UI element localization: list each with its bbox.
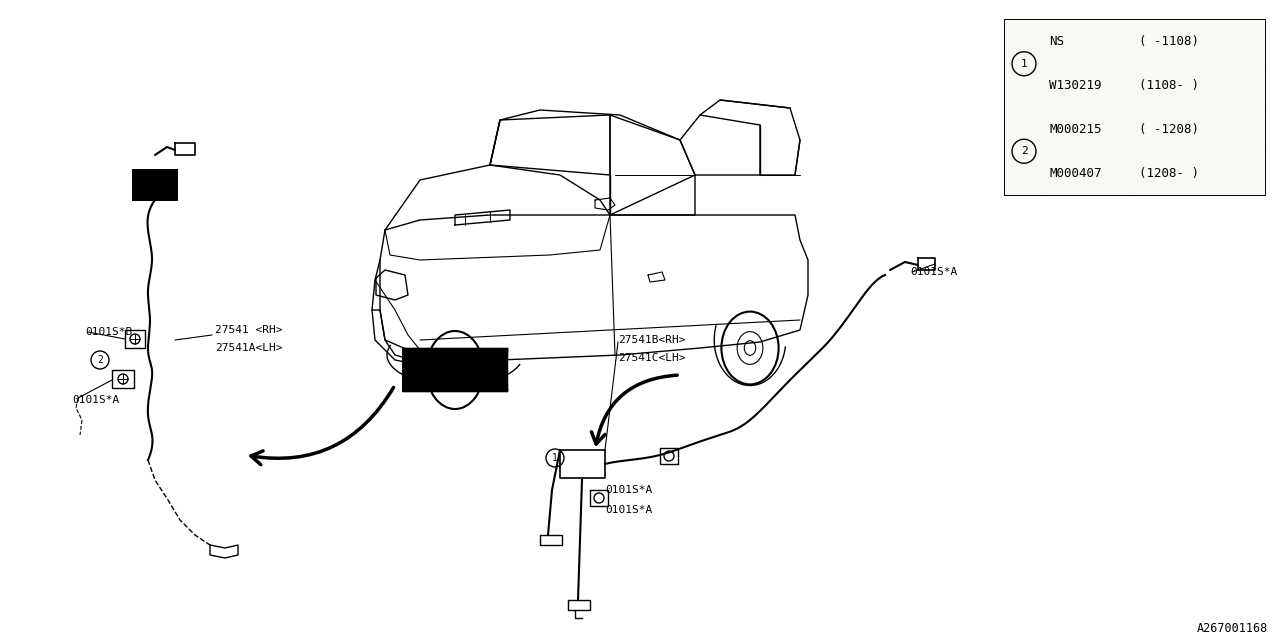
Text: 0101S*A: 0101S*A xyxy=(72,395,119,405)
Text: 1: 1 xyxy=(552,453,558,463)
Bar xyxy=(1005,20,1265,195)
Text: 2: 2 xyxy=(1020,147,1028,156)
Text: ( -1208): ( -1208) xyxy=(1139,123,1199,136)
Text: 0101S*B: 0101S*B xyxy=(84,327,132,337)
Text: W130219: W130219 xyxy=(1050,79,1102,92)
FancyArrowPatch shape xyxy=(251,387,393,465)
Text: 0101S*A: 0101S*A xyxy=(605,505,653,515)
Bar xyxy=(1005,20,1265,195)
Text: (1108- ): (1108- ) xyxy=(1139,79,1199,92)
Text: NS: NS xyxy=(1050,35,1064,49)
Text: M000215: M000215 xyxy=(1050,123,1102,136)
Text: M000407: M000407 xyxy=(1050,166,1102,180)
Text: A267001168: A267001168 xyxy=(1197,621,1268,634)
Text: 27541B<RH>: 27541B<RH> xyxy=(618,335,686,345)
Text: 27541A<LH>: 27541A<LH> xyxy=(215,343,283,353)
Text: (1208- ): (1208- ) xyxy=(1139,166,1199,180)
Text: 1: 1 xyxy=(1020,59,1028,68)
Text: 27541 <RH>: 27541 <RH> xyxy=(215,325,283,335)
Text: ( -1108): ( -1108) xyxy=(1139,35,1199,49)
Text: 2: 2 xyxy=(97,355,102,365)
Text: 0101S*A: 0101S*A xyxy=(910,267,957,277)
FancyArrowPatch shape xyxy=(591,375,677,444)
Text: 0101S*A: 0101S*A xyxy=(605,485,653,495)
Text: 27541C<LH>: 27541C<LH> xyxy=(618,353,686,363)
